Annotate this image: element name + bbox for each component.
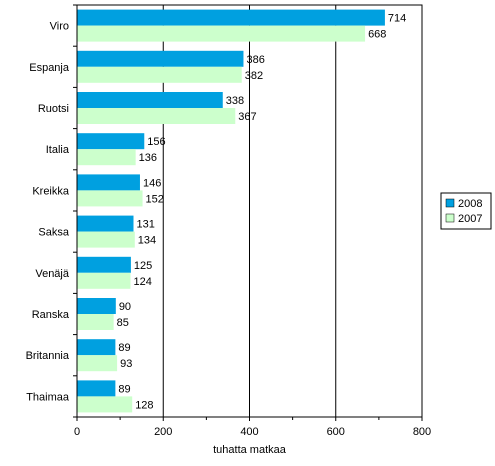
value-label: 152 <box>146 193 164 205</box>
x-tick-label: 0 <box>74 426 80 438</box>
value-label: 338 <box>226 95 244 107</box>
axes <box>73 4 423 421</box>
value-label: 85 <box>117 317 129 329</box>
value-label: 131 <box>136 219 154 231</box>
category-label: Kreikka <box>32 185 70 197</box>
bar-2007 <box>77 355 118 372</box>
legend-swatch <box>445 198 455 208</box>
category-label: Ruotsi <box>38 103 69 115</box>
bar-2007 <box>77 314 114 330</box>
bar-2007 <box>77 66 242 83</box>
category-label: Saksa <box>38 227 69 239</box>
x-tick-label: 400 <box>240 426 258 438</box>
value-label: 156 <box>147 136 165 148</box>
value-label: 128 <box>135 399 153 411</box>
x-axis-label: tuhatta matkaa <box>213 444 287 456</box>
x-tick-label: 200 <box>154 426 172 438</box>
value-label: 386 <box>246 54 264 66</box>
value-label: 134 <box>138 235 156 247</box>
bar-2008 <box>77 174 140 191</box>
value-label: 668 <box>368 29 386 41</box>
category-labels: Viro Espanja Ruotsi Italia Kreikka Saksa Venäj… <box>26 21 70 404</box>
x-tick-label: 600 <box>327 426 345 438</box>
bar-2008 <box>77 339 116 356</box>
value-label: 89 <box>118 342 130 354</box>
value-label: 90 <box>119 301 131 313</box>
category-label: Italia <box>46 144 70 156</box>
bar-2007 <box>77 108 236 124</box>
value-label: 382 <box>245 70 263 82</box>
category-label: Espanja <box>29 62 70 74</box>
bar-2007 <box>77 25 366 42</box>
category-label: Thaimaa <box>26 391 70 403</box>
bar-2007 <box>77 231 135 248</box>
category-label: Britannia <box>26 350 70 362</box>
bar-2008 <box>77 50 244 67</box>
bar-2008 <box>77 256 131 273</box>
value-label: 124 <box>133 276 151 288</box>
value-label: 125 <box>134 260 152 272</box>
bar-2008 <box>77 133 145 150</box>
value-label: 714 <box>388 13 406 25</box>
bars <box>77 9 385 413</box>
value-label: 136 <box>139 152 157 164</box>
bar-2008 <box>77 215 134 232</box>
bar-2008 <box>77 92 223 108</box>
bar-2008 <box>77 380 116 397</box>
legend-swatch <box>445 213 455 223</box>
value-label: 93 <box>120 358 132 370</box>
category-label: Venäjä <box>35 268 70 280</box>
value-label: 89 <box>118 383 130 395</box>
bar-2007 <box>77 149 136 166</box>
category-label: Viro <box>50 21 69 33</box>
tick-labels: 0 200 400 600 800 <box>74 426 431 438</box>
bar-2008 <box>77 298 116 314</box>
value-label: 367 <box>238 111 256 123</box>
legend: 2008 2007 <box>440 192 492 230</box>
legend-label: 2007 <box>458 213 482 225</box>
legend-label: 2008 <box>458 198 482 210</box>
bar-2007 <box>77 272 131 289</box>
x-tick-label: 800 <box>413 426 431 438</box>
bar-2008 <box>77 9 385 26</box>
bar-2007 <box>77 396 133 413</box>
bar-2007 <box>77 190 143 207</box>
value-label: 146 <box>143 177 161 189</box>
category-label: Ranska <box>32 309 70 321</box>
